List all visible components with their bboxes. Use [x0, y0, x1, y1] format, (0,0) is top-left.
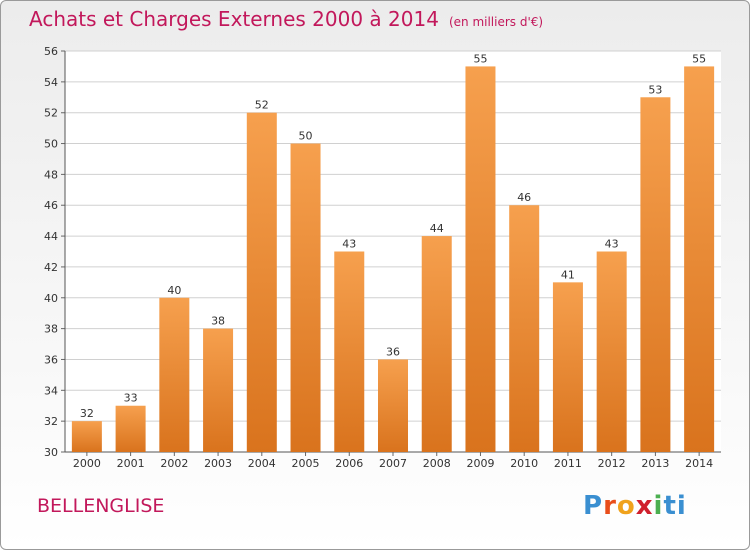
- x-tick-label-2002: 2002: [160, 457, 188, 470]
- x-tick-label-2001: 2001: [117, 457, 145, 470]
- bar-layer: [71, 66, 715, 453]
- x-tick-label-2000: 2000: [73, 457, 101, 470]
- x-tick-label-2014: 2014: [685, 457, 713, 470]
- value-label-2010: 46: [517, 191, 531, 204]
- value-label-2003: 38: [211, 315, 225, 328]
- bar-2014: [684, 66, 715, 452]
- x-tick-label-2010: 2010: [510, 457, 538, 470]
- y-tick-label: 34: [44, 384, 58, 397]
- x-tick-label-2005: 2005: [292, 457, 320, 470]
- y-tick-label: 38: [44, 323, 58, 336]
- value-label-2001: 33: [124, 392, 138, 405]
- bar-2009: [465, 66, 496, 452]
- value-label-2006: 43: [342, 238, 356, 251]
- bar-2002: [159, 297, 190, 452]
- y-tick-label: 36: [44, 353, 58, 366]
- bar-2012: [596, 251, 627, 452]
- y-tick-label: 30: [44, 446, 58, 459]
- x-tick-label-2004: 2004: [248, 457, 276, 470]
- bar-2013: [640, 97, 671, 453]
- chart-title-text: Achats et Charges Externes 2000 à 2014: [29, 7, 439, 31]
- value-label-2000: 32: [80, 407, 94, 420]
- bar-2005: [290, 143, 321, 453]
- value-label-2009: 55: [473, 52, 487, 65]
- value-label-2008: 44: [430, 222, 444, 235]
- bar-2008: [421, 236, 452, 452]
- bar-2006: [334, 251, 365, 452]
- bar-2000: [71, 421, 102, 452]
- x-tick-label-2006: 2006: [335, 457, 363, 470]
- bar-2001: [115, 405, 146, 452]
- y-tick-label: 48: [44, 168, 58, 181]
- x-tick-label-2013: 2013: [641, 457, 669, 470]
- y-tick-label: 54: [44, 76, 58, 89]
- label-layer: 30 32 34 36 38 40 42 44 46 48 50 52 54 56 2000 32 2001 33…: [44, 45, 713, 470]
- y-tick-label: 50: [44, 138, 58, 151]
- value-label-2005: 50: [299, 130, 313, 143]
- bar-2004: [246, 112, 277, 452]
- bar-2011: [552, 282, 583, 452]
- place-name: BELLENGLISE: [37, 495, 165, 517]
- y-tick-label: 40: [44, 292, 58, 305]
- x-tick-label-2003: 2003: [204, 457, 232, 470]
- value-label-2007: 36: [386, 345, 400, 358]
- bar-2007: [378, 359, 408, 452]
- value-label-2014: 55: [692, 52, 706, 65]
- value-label-2002: 40: [167, 284, 181, 297]
- proxiti-logo: Proxiti: [583, 491, 687, 521]
- x-tick-label-2007: 2007: [379, 457, 407, 470]
- chart-title: Achats et Charges Externes 2000 à 2014 (e…: [29, 7, 543, 31]
- value-label-2013: 53: [648, 83, 662, 96]
- y-tick-label: 46: [44, 199, 58, 212]
- bar-2003: [203, 328, 234, 452]
- x-tick-label-2011: 2011: [554, 457, 582, 470]
- y-tick-label: 44: [44, 230, 58, 243]
- y-tick-label: 52: [44, 107, 58, 120]
- value-label-2012: 43: [605, 238, 619, 251]
- x-tick-label-2008: 2008: [423, 457, 451, 470]
- value-label-2004: 52: [255, 99, 269, 112]
- x-tick-label-2012: 2012: [598, 457, 626, 470]
- x-tick-label-2009: 2009: [466, 457, 494, 470]
- value-label-2011: 41: [561, 268, 575, 281]
- bar-2010: [509, 205, 540, 452]
- y-tick-label: 32: [44, 415, 58, 428]
- y-tick-label: 56: [44, 45, 58, 58]
- chart-subtitle: (en milliers d'€): [448, 15, 544, 29]
- y-tick-label: 42: [44, 261, 58, 274]
